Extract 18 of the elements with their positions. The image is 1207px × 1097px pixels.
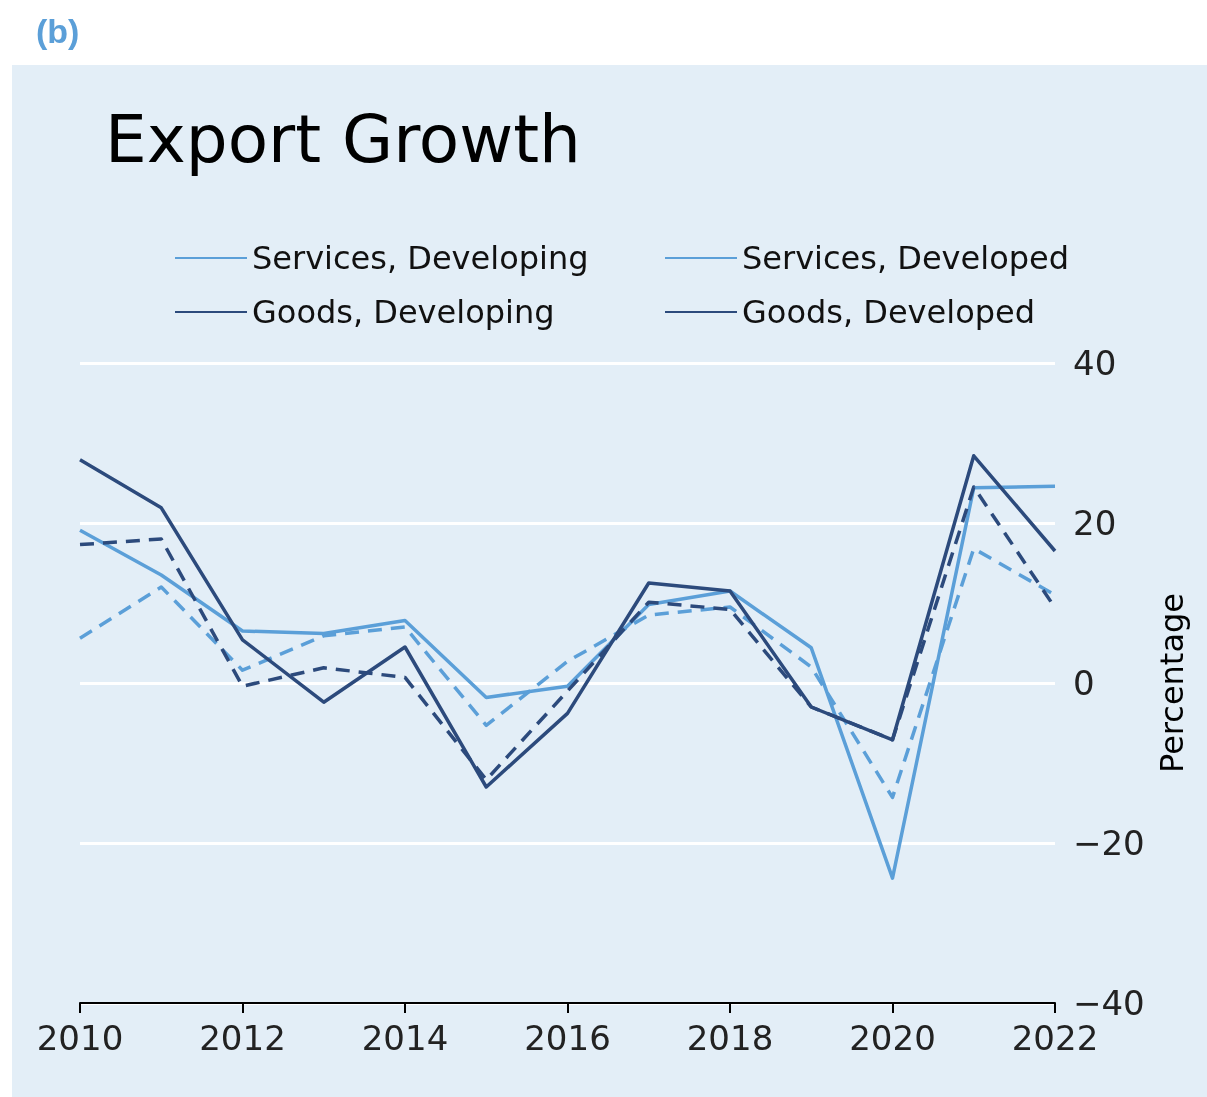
- y-axis-title: Percentage: [1152, 592, 1191, 774]
- x-tick-label: 2012: [199, 1018, 286, 1058]
- line-series: [78, 484, 1057, 880]
- x-tick-label: 2020: [849, 1018, 936, 1058]
- y-tick-label: 0: [1073, 663, 1095, 703]
- legend-label: Goods, Developing: [252, 293, 555, 331]
- y-tick-label: −20: [1073, 823, 1145, 863]
- legend-label: Services, Developing: [252, 239, 589, 277]
- chart-title: Export Growth: [105, 100, 581, 178]
- x-tick-label: 2014: [361, 1018, 449, 1058]
- text: (b): [36, 12, 80, 51]
- x-tick-label: 2016: [524, 1018, 611, 1058]
- legend-label: Goods, Developed: [742, 293, 1036, 331]
- legend-label: Services, Developed: [742, 239, 1070, 277]
- y-tick-label: 20: [1073, 503, 1117, 543]
- x-tick-label: 2018: [686, 1018, 774, 1058]
- x-tick-label: 2010: [36, 1018, 124, 1058]
- y-tick-label: 40: [1073, 343, 1117, 383]
